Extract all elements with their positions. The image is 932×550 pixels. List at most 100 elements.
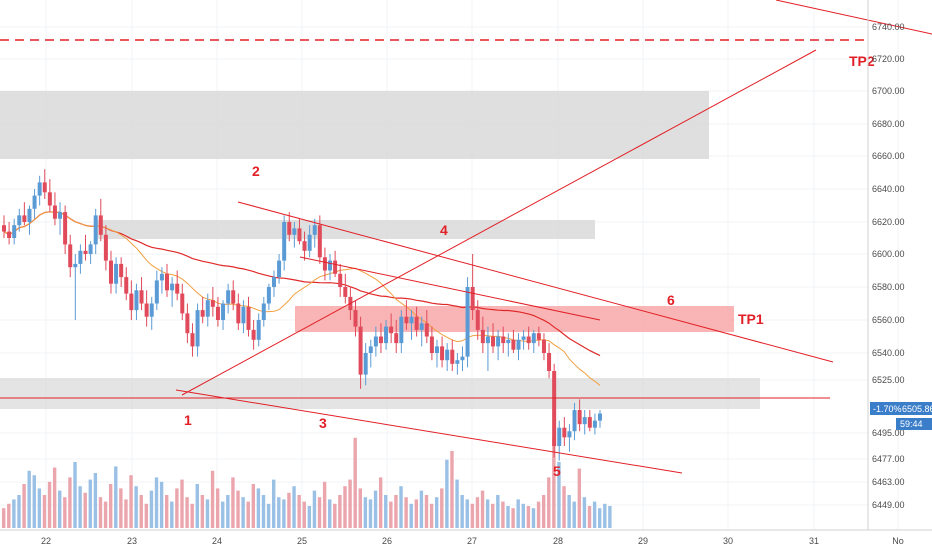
trend-lines xyxy=(0,0,932,474)
volume-bar xyxy=(205,499,210,528)
candle-body xyxy=(63,212,68,245)
volume-bar xyxy=(608,506,612,528)
volume-bar xyxy=(246,501,250,528)
candle-body xyxy=(68,244,73,268)
price-tick-label: 6463.00 xyxy=(872,477,905,487)
volume-bar xyxy=(460,495,464,528)
volume-bar xyxy=(557,462,561,528)
volume-bar xyxy=(552,437,556,528)
price-tick-label: 6580.00 xyxy=(872,282,905,292)
candle-body xyxy=(470,287,475,311)
candle-body xyxy=(297,228,302,242)
date-tick-label: 25 xyxy=(297,536,307,546)
resistance-zone-middle xyxy=(97,220,595,239)
candle-body xyxy=(404,316,409,324)
price-tick-label: 6720.00 xyxy=(872,54,905,64)
volume-bar xyxy=(414,499,419,528)
price-tick-label: 6540.00 xyxy=(872,348,905,358)
candle-body xyxy=(394,333,399,344)
price-change: -1.70% xyxy=(873,404,902,414)
volume-bar xyxy=(210,470,215,528)
volume-bar xyxy=(501,501,505,528)
candle-body xyxy=(144,303,149,317)
volume-bar xyxy=(236,490,240,528)
candle-body xyxy=(119,263,124,278)
candle-body xyxy=(124,277,129,294)
volume-bar xyxy=(2,508,6,528)
candle-body xyxy=(480,329,485,344)
bar-countdown: 59:44 xyxy=(900,419,923,429)
candle-body xyxy=(170,283,175,291)
date-tick-label: 30 xyxy=(723,536,733,546)
tp1-zone xyxy=(295,306,734,332)
candle-body xyxy=(12,225,17,238)
upper-channel-line xyxy=(237,201,834,363)
candle-body xyxy=(190,333,195,347)
volume-bar xyxy=(384,495,388,528)
candle-body xyxy=(419,323,424,330)
support-zone xyxy=(0,378,760,409)
price-tick-label: 6700.00 xyxy=(872,86,905,96)
volume-bar xyxy=(42,495,47,528)
wave-label-6: 6 xyxy=(667,292,675,308)
candle-body xyxy=(562,427,567,438)
candle-body xyxy=(414,316,419,330)
candle-body xyxy=(27,208,32,222)
price-axis[interactable]: 6740.00 6720.00 6700.00 6680.00 6660.00 6640.… xyxy=(872,22,905,510)
candle-body xyxy=(108,260,113,284)
date-tick-label: 29 xyxy=(638,536,648,546)
candle-body xyxy=(506,339,511,344)
time-axis[interactable]: 22 23 24 25 26 27 28 29 30 31 No xyxy=(41,536,904,546)
candle-body xyxy=(17,215,22,226)
candle-body xyxy=(277,260,282,278)
volume-bar xyxy=(185,497,189,528)
volume-bar xyxy=(149,490,154,528)
candle-body xyxy=(93,215,98,245)
volume-bar xyxy=(521,503,525,528)
volume-bar xyxy=(516,499,520,528)
price-tick-label: 6660.00 xyxy=(872,151,905,161)
candle-body xyxy=(317,225,322,258)
moving-averages xyxy=(3,211,601,386)
volume-bar xyxy=(200,495,205,528)
candle-body xyxy=(78,250,83,264)
candle-body xyxy=(302,241,307,251)
date-tick-label: 31 xyxy=(809,536,819,546)
volume-bar xyxy=(154,477,159,528)
candle-body xyxy=(567,431,572,438)
wave-label-1: 1 xyxy=(184,412,192,428)
candle-body xyxy=(241,306,246,324)
candle-body xyxy=(266,287,271,304)
volume-bar xyxy=(404,497,408,528)
date-tick-label: 24 xyxy=(212,536,222,546)
volume-bar xyxy=(358,488,362,528)
volume-bar xyxy=(312,490,317,528)
candle-body xyxy=(440,346,445,361)
candle-body xyxy=(343,287,348,297)
volume-bar xyxy=(363,497,368,528)
price-tick-label: 6740.00 xyxy=(872,22,905,32)
volume-bar xyxy=(134,486,138,528)
candle-body xyxy=(73,263,78,268)
candle-body xyxy=(7,231,12,238)
candle-body xyxy=(154,280,159,304)
volume-bar xyxy=(175,488,179,528)
volume-bar xyxy=(226,495,230,528)
volume-bar xyxy=(409,503,413,528)
volume-bar xyxy=(343,486,347,528)
candle-body xyxy=(572,410,577,432)
target-label-tp2: TP2 xyxy=(849,53,875,69)
volume-bar xyxy=(17,495,21,528)
volume-bar xyxy=(83,492,87,528)
candle-body xyxy=(22,215,27,222)
volume-bar xyxy=(159,481,164,528)
candle-body xyxy=(195,310,200,347)
volume-bar xyxy=(165,495,169,528)
fast-moving-average xyxy=(3,211,601,386)
volume-bar xyxy=(582,497,587,528)
candle-body xyxy=(52,205,57,219)
candle-body xyxy=(103,234,108,261)
volume-bar xyxy=(485,499,490,528)
target-label-tp1: TP1 xyxy=(738,311,764,327)
